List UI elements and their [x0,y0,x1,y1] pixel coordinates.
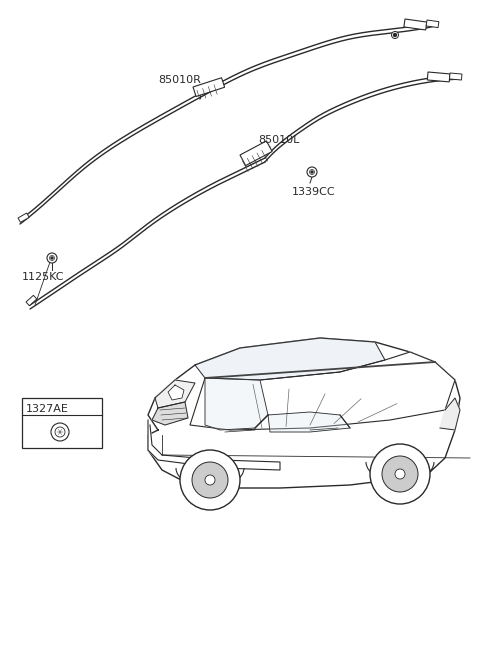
Polygon shape [168,385,184,400]
Text: 85010L: 85010L [258,135,300,145]
Circle shape [205,475,215,485]
Bar [22,398,102,448]
Text: 1327AE: 1327AE [26,404,69,414]
Bar [426,20,439,28]
Bar [18,213,29,222]
Polygon shape [205,378,268,430]
Polygon shape [440,398,460,430]
Bar [193,77,225,96]
Bar [449,73,462,80]
Polygon shape [190,352,455,430]
Text: 1339CC: 1339CC [292,187,336,197]
Circle shape [47,253,57,263]
Bar [427,72,450,82]
Circle shape [55,427,65,437]
Circle shape [307,167,317,177]
Polygon shape [195,338,385,380]
Text: 85010R: 85010R [158,75,201,85]
Circle shape [49,255,55,260]
Circle shape [392,31,398,39]
Circle shape [382,456,418,492]
Circle shape [51,257,53,259]
Circle shape [192,462,228,498]
Bar [404,19,427,30]
Polygon shape [148,420,280,470]
Polygon shape [152,402,188,425]
Polygon shape [268,412,350,432]
Bar [240,141,272,165]
Circle shape [180,450,240,510]
Circle shape [370,444,430,504]
Circle shape [311,171,313,173]
Polygon shape [155,380,195,408]
Circle shape [395,469,405,479]
Circle shape [310,169,314,174]
Polygon shape [148,338,460,488]
Circle shape [394,33,396,37]
Circle shape [51,423,69,441]
Bar [26,295,37,306]
Text: 1125KC: 1125KC [22,272,64,282]
